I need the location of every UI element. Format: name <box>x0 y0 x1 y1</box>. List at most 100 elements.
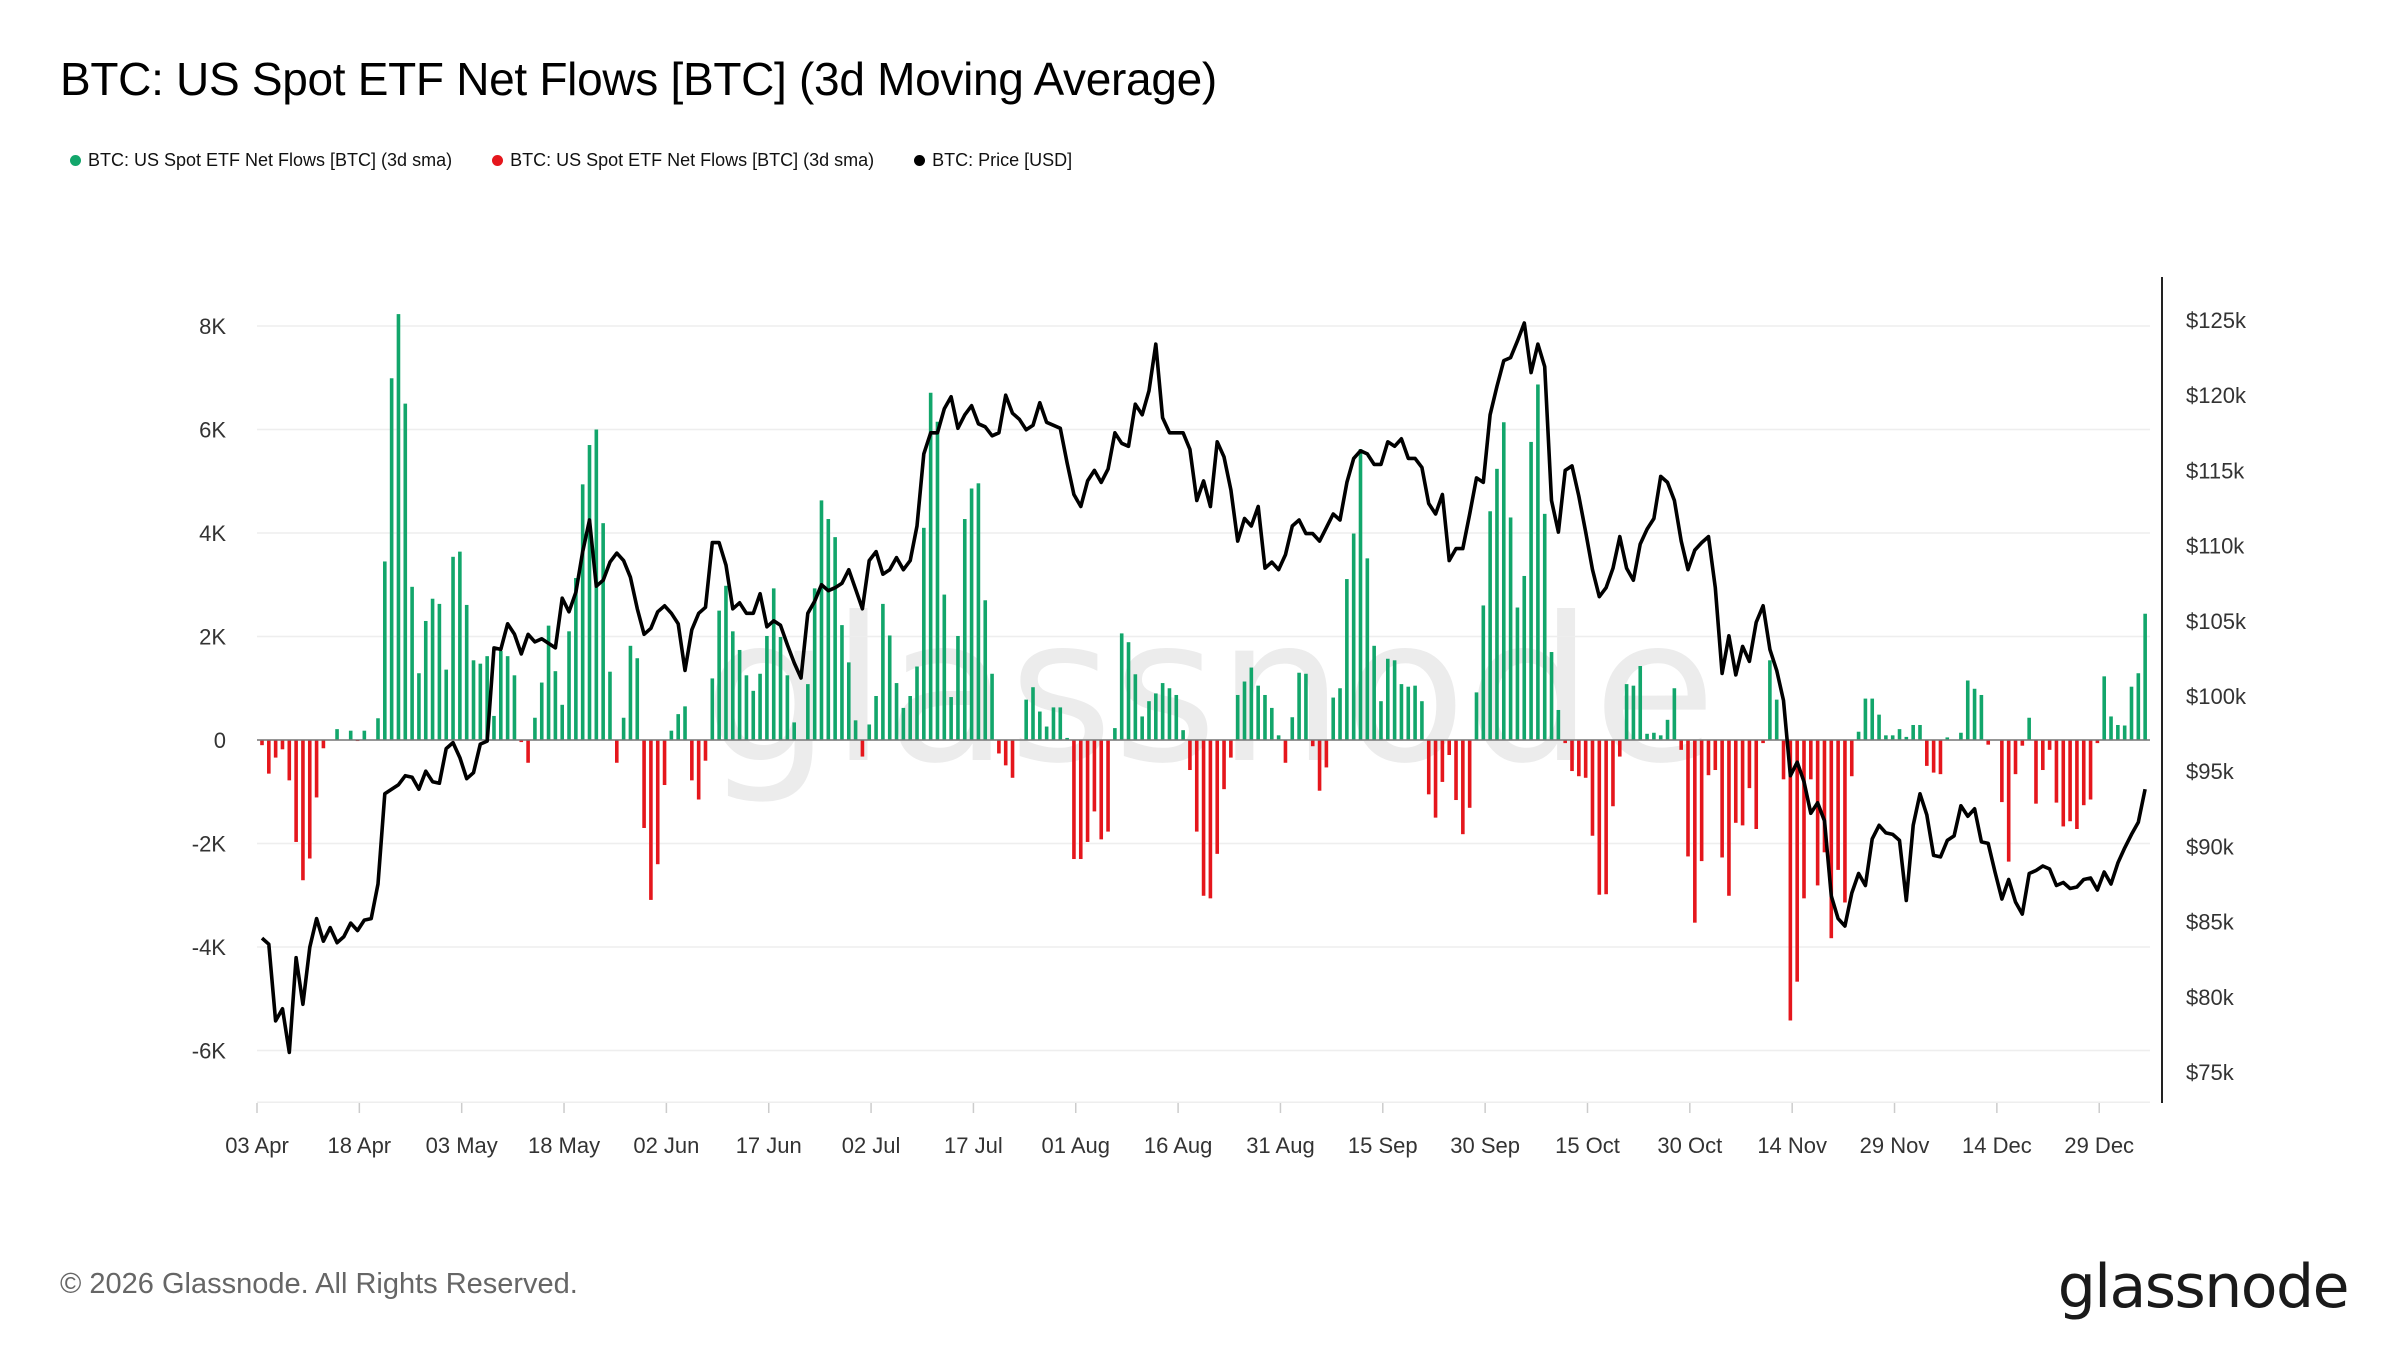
inflow-bar <box>1392 660 1397 740</box>
inflow-bar <box>1638 665 1643 740</box>
inflow-bar <box>383 561 387 740</box>
price-line <box>260 321 2147 1055</box>
outflow-bar <box>294 740 298 842</box>
inflow-bar <box>1515 607 1520 740</box>
outflow-bar <box>1215 740 1220 854</box>
inflow-bar <box>1051 707 1056 740</box>
inflow-bar <box>608 671 612 740</box>
inflow-bar <box>1884 735 1888 740</box>
inflow-bar <box>840 625 844 740</box>
outflow-bar <box>1788 740 1793 1021</box>
outflow-bar <box>1611 740 1615 807</box>
inflow-bar <box>560 704 565 740</box>
legend: BTC: US Spot ETF Net Flows [BTC] (3d sma… <box>70 150 1072 171</box>
inflow-bar <box>1665 719 1670 740</box>
outflow-bar <box>2000 740 2004 803</box>
inflow-bar <box>1863 698 1868 740</box>
outflow-bar <box>2075 740 2079 830</box>
inflow-bar <box>778 637 783 740</box>
x-tick-label: 02 Jun <box>633 1133 699 1158</box>
outflow-bar <box>2061 740 2066 827</box>
left-tick-label: 4K <box>199 521 226 546</box>
inflow-bar <box>2143 613 2147 740</box>
inflow-bar <box>2129 686 2134 740</box>
outflow-bar <box>655 740 660 865</box>
inflow-bar <box>669 730 674 740</box>
outflow-bar <box>1693 740 1697 923</box>
inflow-bar <box>512 675 517 740</box>
inflow-bar <box>430 598 435 740</box>
tick-labels: -6K -4K -2K 0 2K 4K 6K 8K $75k $80k $85k $90k $95k $1… <box>192 308 2247 1158</box>
inflow-bar <box>1249 667 1254 740</box>
legend-item-inflows[interactable]: BTC: US Spot ETF Net Flows [BTC] (3d sma… <box>70 150 452 171</box>
outflow-bar <box>1815 740 1820 886</box>
legend-label: BTC: US Spot ETF Net Flows [BTC] (3d sma… <box>88 150 453 170</box>
outflow-bar <box>1317 740 1322 791</box>
inflow-bar <box>1658 735 1663 740</box>
inflow-bar <box>458 551 462 740</box>
inflow-bar <box>1945 737 1950 740</box>
inflow-bar <box>1549 652 1554 740</box>
inflow-bar <box>887 635 892 740</box>
inflow-bar <box>683 706 687 740</box>
copyright-notice: © 2026 Glassnode. All Rights Reserved. <box>60 1268 578 1300</box>
inflow-bar <box>1959 732 1963 740</box>
legend-item-price[interactable]: BTC: Price [USD] <box>914 150 1072 171</box>
outflow-bar <box>1454 740 1458 801</box>
outflow-bar <box>1720 740 1724 858</box>
x-tick-label: 15 Oct <box>1555 1133 1620 1158</box>
inflow-bar <box>1160 683 1165 740</box>
x-tick-label: 01 Aug <box>1042 1133 1111 1158</box>
inflow-bar <box>335 729 339 740</box>
right-tick-label: $85k <box>2186 910 2235 935</box>
inflow-bar <box>1038 711 1042 740</box>
outflow-bar <box>2034 740 2038 804</box>
inflow-bar <box>1399 684 1404 740</box>
inflow-bar <box>1167 688 1172 740</box>
outflow-bar <box>1802 740 1806 899</box>
outflow-bar <box>314 740 319 798</box>
x-tick-label: 30 Sep <box>1450 1133 1520 1158</box>
inflow-bar <box>1768 660 1772 740</box>
inflow-bar <box>1672 688 1677 740</box>
inflow-bar <box>403 403 408 740</box>
inflow-bar <box>744 675 749 740</box>
outflow-bar <box>1467 740 1472 808</box>
inflow-bar <box>990 673 994 740</box>
inflow-bar <box>806 684 810 740</box>
inflow-bar <box>499 650 503 740</box>
outflow-bar <box>1713 740 1718 771</box>
inflow-bar <box>765 635 769 740</box>
x-tick-label: 29 Nov <box>1860 1133 1930 1158</box>
inflow-bar <box>1897 729 1902 740</box>
left-tick-label: -6K <box>192 1039 227 1064</box>
right-tick-label: $75k <box>2186 1060 2235 1085</box>
outflow-bar <box>273 740 278 758</box>
inflow-bar <box>1242 681 1247 740</box>
inflow-bar <box>833 537 837 740</box>
outflow-bar <box>703 740 708 761</box>
outflow-bar <box>1010 740 1015 778</box>
outflow-bar <box>614 740 619 763</box>
outflow-bar <box>1822 740 1827 853</box>
inflow-bar <box>1154 693 1158 740</box>
inflow-bar <box>1297 672 1301 740</box>
outflow-bar <box>519 740 524 743</box>
inflow-bar <box>1058 707 1063 740</box>
inflow-bar <box>1965 680 1970 740</box>
outflow-bar <box>1836 740 1840 870</box>
outflow-bar <box>280 740 285 750</box>
legend-item-outflows[interactable]: BTC: US Spot ETF Net Flows [BTC] (3d sma… <box>492 150 874 171</box>
outflow-bar <box>2081 740 2086 806</box>
outflow-bar <box>2013 740 2018 775</box>
inflow-bar <box>792 722 796 740</box>
inflow-bar <box>1870 698 1875 740</box>
inflow-bar <box>1652 732 1656 740</box>
inflow-bar <box>962 519 967 740</box>
inflow-bar <box>1420 701 1424 740</box>
inflow-bar <box>1904 736 1909 740</box>
inflow-bar <box>2116 724 2120 740</box>
right-tick-label: $80k <box>2186 985 2235 1010</box>
inflow-bar <box>1174 694 1179 740</box>
inflow-bar <box>1338 688 1342 740</box>
